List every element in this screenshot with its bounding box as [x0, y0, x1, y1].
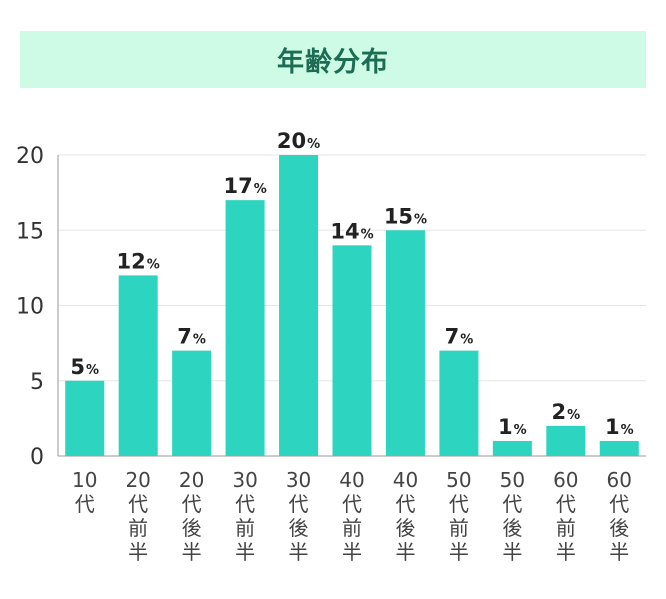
bar: [439, 350, 479, 456]
data-label: 15%: [384, 204, 427, 228]
bar: [546, 425, 586, 456]
bar: [172, 350, 212, 456]
x-tick-label: 60 代前半: [553, 468, 578, 564]
x-tick-label: 30 代前半: [232, 468, 257, 564]
bar: [385, 230, 425, 456]
data-label: 2%: [551, 400, 580, 424]
data-label: 7%: [177, 325, 206, 349]
x-tick-label: 60 代後半: [607, 468, 632, 564]
x-tick-label: 30 代後半: [286, 468, 311, 564]
y-tick-label: 0: [30, 445, 44, 470]
x-tick-label: 50 代後半: [500, 468, 525, 564]
data-label: 5%: [70, 355, 99, 379]
bar: [65, 380, 105, 456]
y-tick-label: 20: [16, 144, 44, 169]
x-tick-label: 20 代前半: [125, 468, 150, 564]
data-label: 1%: [605, 415, 634, 439]
x-tick-label: 50 代前半: [446, 468, 471, 564]
x-tick-label: 10 代: [72, 468, 97, 516]
chart-title-banner: 年齢分布: [20, 31, 646, 88]
data-label: 7%: [445, 325, 474, 349]
x-tick-label: 40 代後半: [393, 468, 418, 564]
y-tick-label: 10: [16, 295, 44, 320]
data-label: 17%: [223, 174, 266, 198]
x-tick-label: 40 代前半: [339, 468, 364, 564]
bar: [225, 200, 265, 456]
y-tick-label: 5: [30, 370, 44, 395]
chart-title: 年齢分布: [277, 47, 389, 78]
data-label: 14%: [330, 219, 373, 243]
bar: [599, 440, 639, 456]
bar: [118, 275, 158, 456]
bar: [492, 440, 532, 456]
data-label: 1%: [498, 415, 527, 439]
bar: [279, 155, 319, 456]
y-tick-label: 15: [16, 219, 44, 244]
bar: [332, 245, 372, 456]
data-label: 20%: [277, 129, 320, 153]
x-tick-label: 20 代後半: [179, 468, 204, 564]
data-label: 12%: [117, 249, 160, 273]
